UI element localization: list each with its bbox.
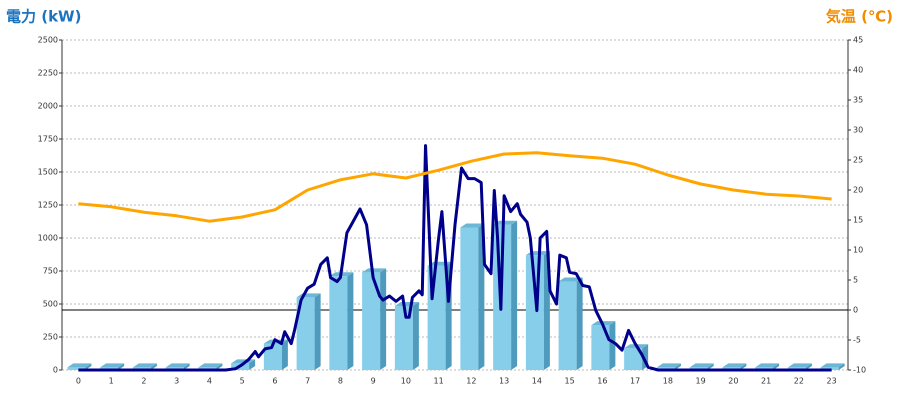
x-tick-label: 15 bbox=[565, 377, 575, 386]
y2-tick-label: 5 bbox=[853, 276, 858, 285]
bar-top bbox=[132, 363, 157, 368]
bar-top bbox=[656, 363, 681, 368]
x-tick-label: 7 bbox=[305, 377, 310, 386]
x-tick-label: 3 bbox=[174, 377, 179, 386]
x-tick-label: 0 bbox=[76, 377, 81, 386]
bar-top bbox=[722, 363, 747, 368]
bar-top bbox=[493, 220, 518, 225]
bar-side bbox=[838, 363, 845, 370]
y-tick-label: 1500 bbox=[38, 168, 58, 177]
bar-front bbox=[624, 348, 643, 370]
y2-tick-label: 40 bbox=[853, 66, 863, 75]
y-tick-label: 2000 bbox=[38, 102, 58, 111]
y2-tick-label: 0 bbox=[853, 306, 858, 315]
bar-top bbox=[100, 363, 125, 368]
bar-side bbox=[412, 301, 419, 370]
bar-side bbox=[281, 339, 288, 370]
bar-side bbox=[805, 363, 812, 370]
x-tick-label: 14 bbox=[532, 377, 542, 386]
y2-tick-label: 30 bbox=[853, 126, 863, 135]
x-tick-label: 21 bbox=[761, 377, 771, 386]
y2-tick-label: 10 bbox=[853, 246, 863, 255]
bar-side bbox=[773, 363, 780, 370]
bar-side bbox=[707, 363, 714, 370]
bar-top bbox=[558, 277, 583, 282]
y-tick-label: 2250 bbox=[38, 69, 58, 78]
y2-tick-label: 20 bbox=[853, 186, 863, 195]
bar-top bbox=[67, 363, 92, 368]
y-tick-label: 500 bbox=[43, 300, 58, 309]
x-tick-label: 13 bbox=[499, 377, 509, 386]
bar-top bbox=[755, 363, 780, 368]
y-tick-label: 0 bbox=[53, 366, 58, 375]
x-tick-label: 22 bbox=[794, 377, 804, 386]
bar-top bbox=[787, 363, 812, 368]
x-tick-label: 2 bbox=[141, 377, 146, 386]
y-axis-title: 電力 (kW) bbox=[6, 8, 81, 26]
y2-axis-title: 気温 (℃) bbox=[826, 8, 893, 26]
x-tick-label: 8 bbox=[338, 377, 343, 386]
y2-tick-label: 45 bbox=[853, 36, 863, 45]
x-tick-label: 23 bbox=[827, 377, 837, 386]
bar-front bbox=[362, 272, 381, 370]
y2-tick-label: 35 bbox=[853, 96, 863, 105]
bar-front bbox=[460, 227, 479, 370]
x-tick-label: 12 bbox=[466, 377, 476, 386]
bar-side bbox=[511, 220, 518, 370]
line bbox=[78, 151, 832, 223]
x-tick-label: 9 bbox=[371, 377, 376, 386]
bar-side bbox=[85, 363, 92, 370]
bar-front bbox=[329, 276, 348, 370]
y-tick-label: 2500 bbox=[38, 36, 58, 45]
x-tick-label: 17 bbox=[630, 377, 640, 386]
bar-front bbox=[263, 343, 282, 370]
bar-side bbox=[674, 363, 681, 370]
x-tick-label: 4 bbox=[207, 377, 212, 386]
y-tick-label: 250 bbox=[43, 333, 58, 342]
bar-side bbox=[216, 363, 223, 370]
x-tick-label: 10 bbox=[401, 377, 411, 386]
bar-front bbox=[591, 325, 610, 370]
x-tick-label: 16 bbox=[597, 377, 607, 386]
bar-side bbox=[118, 363, 125, 370]
y2-tick-label: -5 bbox=[853, 336, 861, 345]
bar-side bbox=[380, 268, 387, 370]
x-tick-label: 18 bbox=[663, 377, 673, 386]
y-tick-label: 1750 bbox=[38, 135, 58, 144]
bar-top bbox=[198, 363, 223, 368]
y-tick-label: 1000 bbox=[38, 234, 58, 243]
bar-top bbox=[460, 223, 485, 228]
bar-front bbox=[558, 281, 577, 370]
x-tick-label: 5 bbox=[240, 377, 245, 386]
bar-side bbox=[609, 321, 616, 370]
bar-side bbox=[314, 293, 321, 370]
y-tick-label: 750 bbox=[43, 267, 58, 276]
x-tick-label: 20 bbox=[728, 377, 738, 386]
bar-top bbox=[689, 363, 714, 368]
line bbox=[78, 144, 832, 372]
bar-side bbox=[576, 277, 583, 370]
bar-top bbox=[362, 268, 387, 273]
x-tick-label: 6 bbox=[272, 377, 277, 386]
bar-side bbox=[347, 272, 354, 370]
x-tick-label: 11 bbox=[434, 377, 444, 386]
bar-side bbox=[740, 363, 747, 370]
bar-side bbox=[183, 363, 190, 370]
x-tick-label: 1 bbox=[109, 377, 114, 386]
bar-top bbox=[820, 363, 845, 368]
bar-front bbox=[394, 305, 413, 370]
bar-front bbox=[296, 297, 315, 370]
bar-front bbox=[67, 367, 86, 370]
y2-tick-label: 15 bbox=[853, 216, 863, 225]
bar-side bbox=[150, 363, 157, 370]
y-tick-label: 1250 bbox=[38, 201, 58, 210]
bar-side bbox=[249, 359, 256, 370]
y2-tick-label: 25 bbox=[853, 156, 863, 165]
y2-tick-label: -10 bbox=[853, 366, 866, 375]
bar-top bbox=[165, 363, 190, 368]
x-tick-label: 19 bbox=[696, 377, 706, 386]
